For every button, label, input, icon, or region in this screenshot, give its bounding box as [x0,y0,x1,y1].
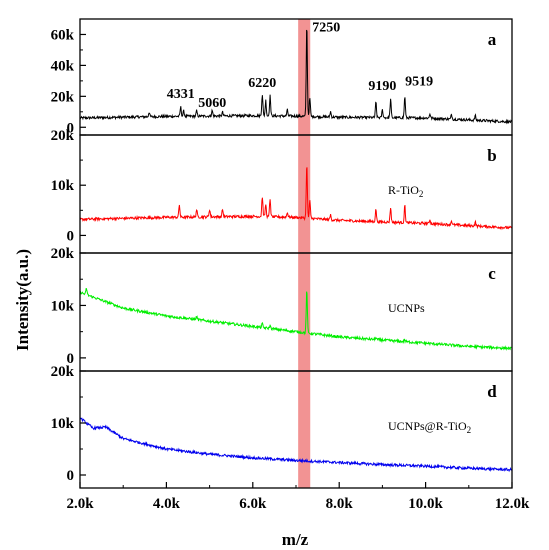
panel-letter-b: b [487,146,496,165]
spectra-layer [79,29,513,473]
peak-label-4331: 4331 [167,87,195,102]
peak-label-9519: 9519 [405,75,433,90]
y-tick-label-b: 0 [67,228,75,244]
y-tick-label-d: 0 [67,468,75,484]
peak-label-6220: 6220 [248,76,276,91]
x-tick-label: 8.0k [326,496,354,512]
spectrum-b [79,167,513,231]
y-tick-label-d: 20k [51,364,75,380]
y-tick-label-c: 0 [67,351,75,367]
sample-label-c: UCNPs [388,301,425,315]
peak-label-5060: 5060 [198,96,226,111]
panel-letter-a: a [488,30,497,49]
frame-layer [79,18,513,489]
panel-letter-c: c [488,264,496,283]
y-tick-label-a: 20k [51,89,75,105]
x-axis-label: m/z [282,530,309,549]
y-tick-label-c: 20k [51,246,75,262]
y-tick-label-a: 60k [51,27,75,43]
y-tick-label-b: 10k [51,178,75,194]
x-tick-label: 2.0k [66,496,94,512]
x-tick-label: 10.0k [408,496,443,512]
peak-label-7250: 7250 [312,20,340,35]
x-tick-label: 12.0k [495,496,530,512]
ticks-layer [79,33,513,488]
spectrum-d [79,417,513,473]
sample-label-b: R-TiO2 [388,183,423,199]
y-tick-label-c: 10k [51,298,75,314]
spectrum-a [79,29,513,125]
panel-frame-b [79,134,513,254]
y-tick-label-b: 20k [51,128,75,144]
y-tick-label-d: 10k [51,416,75,432]
spectrum-c [79,287,513,351]
y-axis-label: Intensity(a.u.) [13,249,32,351]
x-tick-label: 4.0k [153,496,181,512]
sample-label-d: UCNPs@R-TiO2 [388,419,471,435]
peak-label-9190: 9190 [368,79,396,94]
panel-letter-d: d [487,382,497,401]
x-tick-label: 6.0k [239,496,267,512]
y-tick-label-a: 40k [51,58,75,74]
y-tick-label-a: 0 [67,120,75,136]
